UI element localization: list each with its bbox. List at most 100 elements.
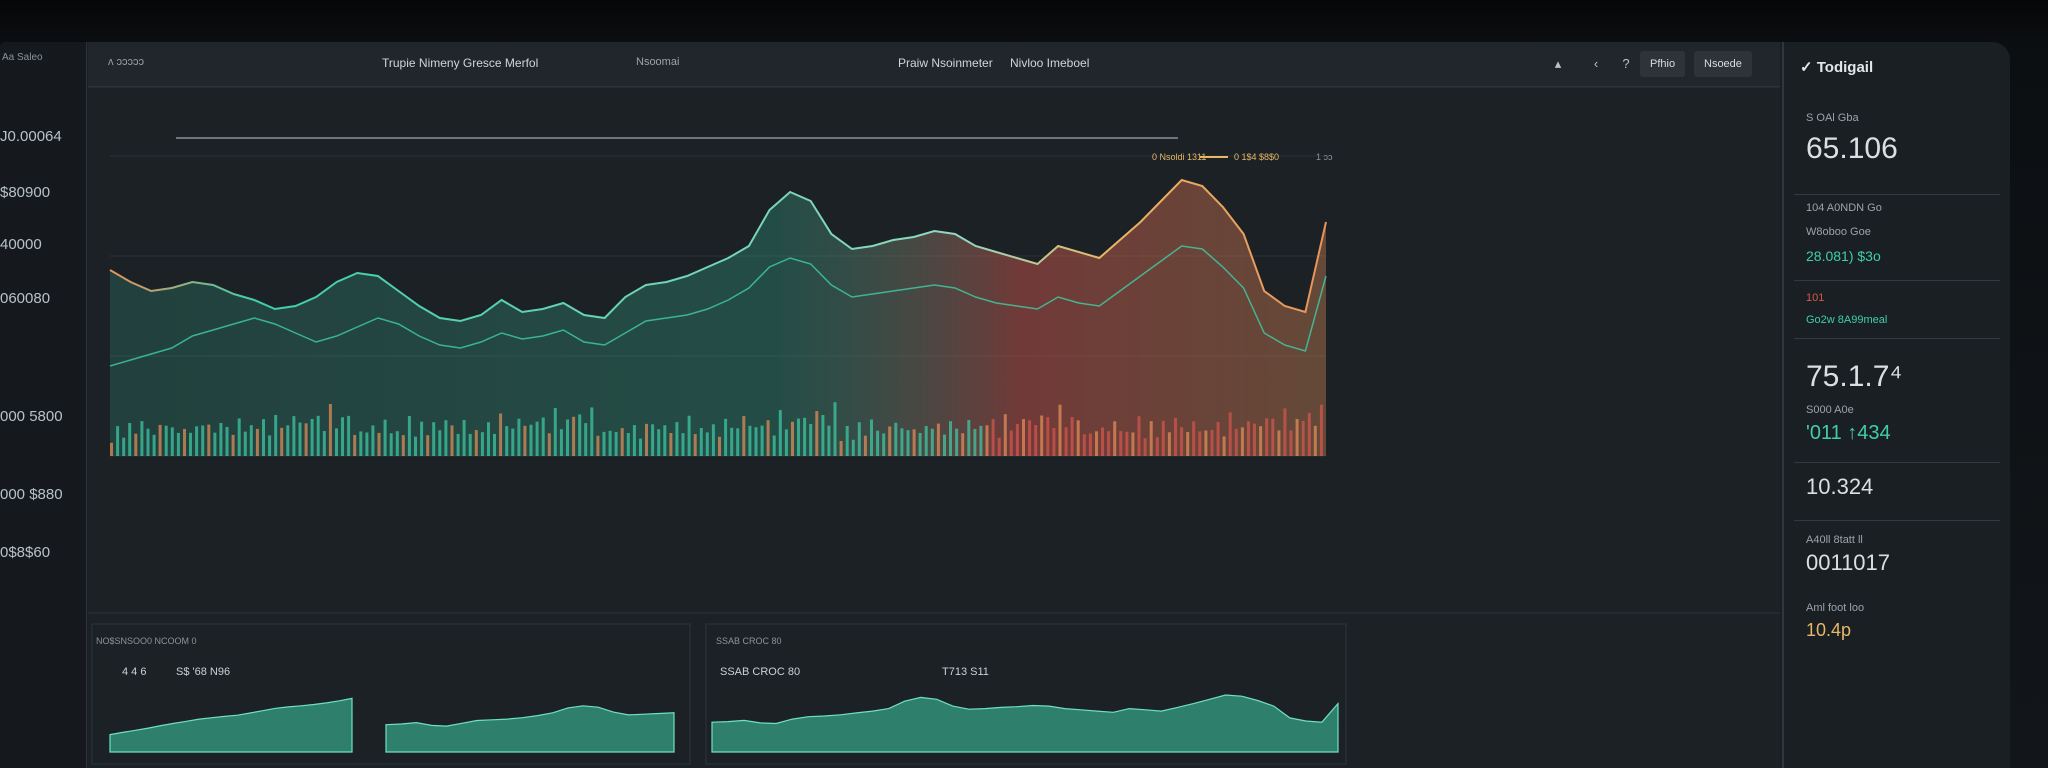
lower-right-panel — [705, 623, 1347, 765]
volume-bar — [578, 414, 582, 456]
volume-bar — [1149, 421, 1153, 456]
volume-bar — [699, 428, 703, 456]
volume-bar — [158, 424, 162, 456]
volume-bar — [724, 418, 728, 456]
stat-value-5: 75.1.7⁴ — [1806, 360, 1903, 393]
mini-area-chart-2 — [385, 705, 675, 753]
volume-bar — [1101, 427, 1104, 456]
volume-bar — [480, 432, 484, 456]
series-2-line — [109, 245, 1327, 367]
volume-bar — [900, 428, 904, 456]
volume-bar — [274, 415, 278, 456]
volume-bar — [414, 436, 417, 456]
volume-bar — [1180, 427, 1184, 456]
volume-bar — [280, 427, 284, 456]
volume-bar — [827, 425, 831, 456]
volume-bar — [979, 425, 983, 456]
volume-bar — [918, 433, 922, 456]
volume-bar — [1301, 420, 1305, 456]
legend-item-b: 0 1$4 $8$0 — [1234, 152, 1279, 162]
stat-label-3: W8oboo Goe — [1806, 226, 1871, 238]
volume-bar — [1210, 429, 1214, 456]
volume-bar — [383, 419, 387, 456]
volume-bar — [213, 432, 217, 456]
volume-bars — [110, 402, 1323, 456]
volume-bar — [262, 419, 265, 456]
stat-value-6: '011 ↑434 — [1806, 422, 1891, 444]
left-axis-value: 060080 — [0, 290, 51, 307]
volume-bar — [1046, 417, 1050, 456]
volume-bar — [225, 426, 229, 456]
main-chart-area: 0 Nsoldi 1311 0 1$4 $8$0 1 ɔɔ — [88, 86, 1780, 616]
help-icon[interactable]: ? — [1622, 56, 1630, 71]
minimize-icon[interactable]: ▴ — [1554, 56, 1562, 71]
volume-bar — [681, 433, 685, 456]
lower-left-stat-2: S$ '68 N96 — [176, 666, 231, 678]
volume-bar — [231, 434, 235, 456]
volume-bar — [602, 431, 606, 456]
filter-button[interactable]: Pfhio — [1640, 51, 1686, 77]
volume-bar — [1082, 434, 1086, 456]
volume-bar — [353, 434, 357, 456]
volume-bar — [590, 407, 594, 456]
volume-bar — [1143, 438, 1147, 456]
volume-bar — [505, 426, 509, 456]
volume-bar — [134, 433, 138, 456]
volume-bar — [1277, 430, 1281, 456]
volume-bar — [572, 416, 576, 456]
volume-bar — [718, 436, 721, 456]
stat-label-9: Aml foot loo — [1806, 602, 1865, 614]
left-axis-value: 40000 — [0, 236, 42, 253]
volume-bar — [809, 424, 813, 456]
volume-bar — [936, 423, 940, 456]
volume-bar — [784, 429, 788, 456]
volume-bar — [189, 432, 192, 456]
volume-bar — [839, 441, 843, 456]
volume-bar — [407, 416, 411, 456]
volume-bar — [1137, 416, 1141, 456]
volume-bar — [535, 421, 539, 456]
volume-bar — [1167, 432, 1171, 456]
volume-bar — [237, 418, 241, 456]
lower-right-stat-1: SSAB CROC 80 — [720, 666, 801, 678]
volume-bar — [651, 424, 655, 456]
mode-button[interactable]: Nsoede — [1694, 51, 1752, 77]
volume-bar — [894, 422, 898, 456]
volume-bar — [888, 426, 892, 456]
lower-area-charts — [88, 612, 1780, 765]
volume-bar — [1113, 421, 1117, 456]
volume-bar — [432, 422, 436, 456]
volume-bar — [693, 434, 697, 456]
volume-bar — [1015, 424, 1019, 456]
volume-bar — [547, 433, 551, 456]
volume-bar — [128, 423, 132, 456]
volume-bar — [1198, 431, 1202, 456]
volume-bar — [711, 424, 715, 456]
volume-bar — [1003, 414, 1007, 456]
volume-bar — [632, 425, 636, 456]
arrow-left-icon[interactable]: ‹ — [1593, 56, 1599, 71]
volume-bar — [797, 418, 800, 456]
back-button[interactable]: ʌ ɔɔɔɔɔ — [108, 56, 145, 68]
volume-bar — [1222, 436, 1226, 456]
volume-bar — [1253, 423, 1256, 456]
stat-value-1: 65.106 — [1806, 132, 1898, 165]
series-1-line — [109, 178, 1327, 323]
volume-bar — [705, 432, 709, 456]
volume-bar — [116, 426, 120, 456]
left-value-axis: Aa Saleo J0.00064 $80900 40000 060080 00… — [0, 42, 87, 768]
volume-bar — [1319, 404, 1323, 456]
volume-bar — [669, 433, 673, 456]
volume-bar — [553, 408, 557, 456]
volume-bar — [292, 416, 296, 456]
volume-bar — [614, 432, 618, 456]
legend-item-c: 1 ɔɔ — [1316, 152, 1333, 162]
volume-bar — [316, 415, 320, 456]
volume-bar — [146, 428, 150, 456]
volume-bar — [645, 423, 648, 456]
volume-bar — [365, 432, 369, 456]
volume-bar — [742, 416, 746, 456]
volume-bar — [930, 428, 934, 456]
volume-bar — [876, 430, 880, 456]
left-axis-value: 000 5800 — [0, 408, 63, 425]
